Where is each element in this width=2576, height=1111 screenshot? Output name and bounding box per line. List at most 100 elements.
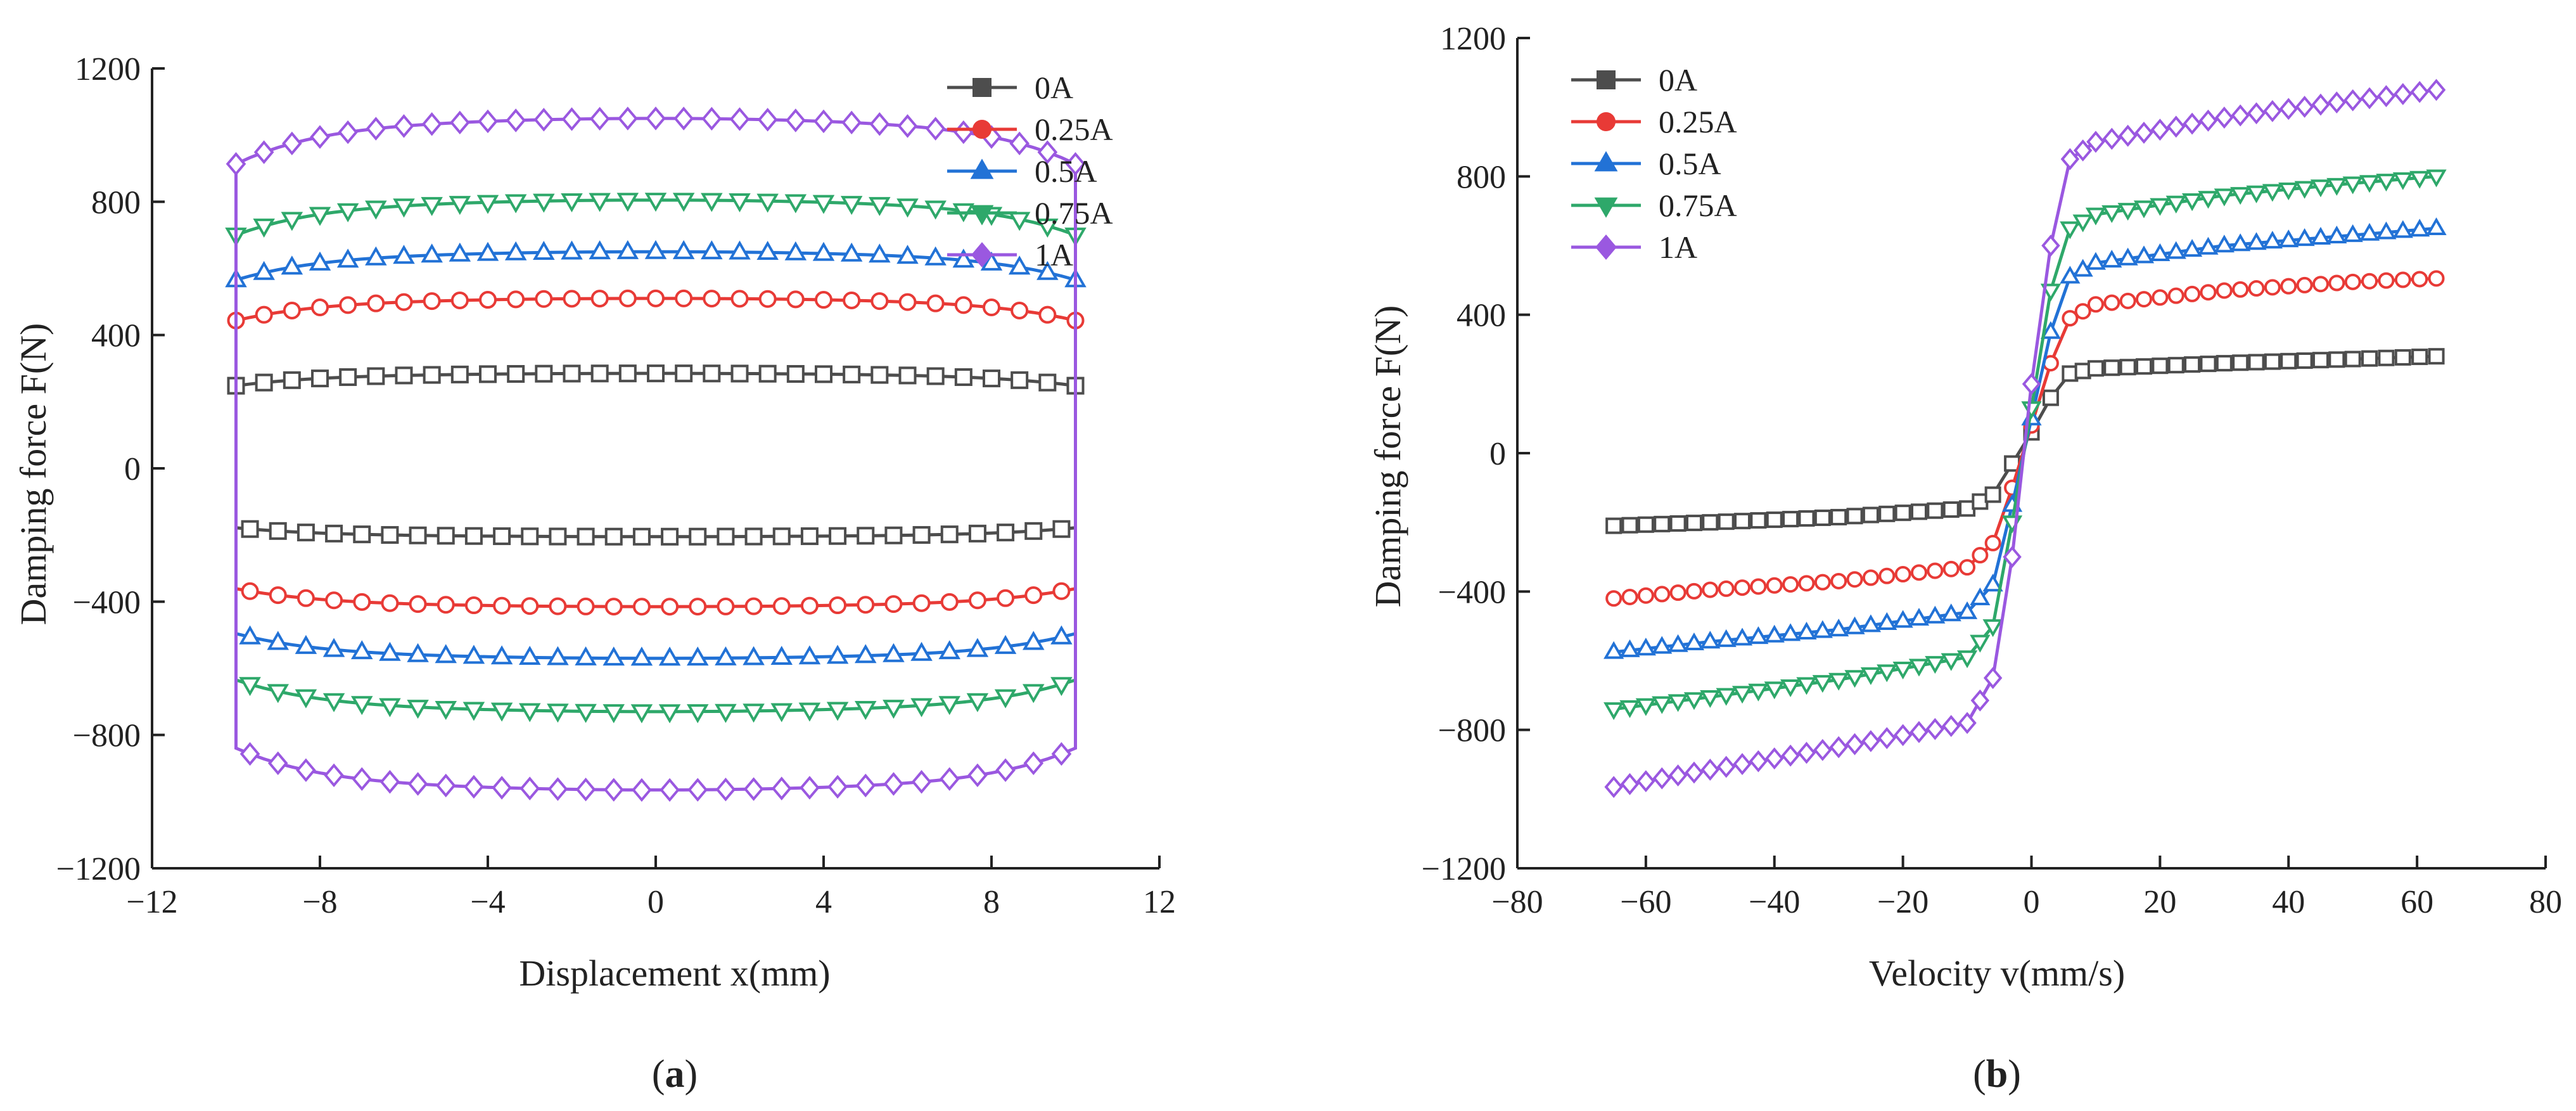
panel-a-data-point [843,291,861,309]
panel-a-data-point [1050,625,1073,645]
panel-a-label-letter: a [665,1053,685,1096]
panel-b-data-point [1798,575,1815,592]
panel-b-data-point [1748,683,1769,702]
panel-a-data-point [983,369,1000,388]
panel-b-data-point [1814,574,1831,591]
panel-a-y-axis-title: Damping force F(N) [13,323,54,626]
panel-b-data-point [1958,712,1977,735]
panel-a-data-point [563,290,581,308]
panel-b-legend-label: 0.25A [1659,104,1737,139]
panel-b-data-point [1862,506,1879,523]
panel-a-data-point [295,689,317,709]
panel-a-data-point [449,196,471,215]
panel-b-y-tick-label: −800 [1438,713,1506,749]
panel-b-data-point [1782,576,1799,593]
panel-b-data-point [2117,247,2138,266]
panel-a-data-point [630,704,653,724]
panel-a-data-point [966,638,989,657]
panel-a-data-point [730,364,749,383]
panel-b-data-point [1734,513,1751,530]
panel-a-data-point [857,596,875,614]
panel-a-data-point [352,767,373,791]
panel-a-data-point [938,640,961,660]
panel-a-data-point [395,366,413,385]
panel-a-data-point [672,193,695,212]
panel-b-data-point [1892,661,1913,679]
panel-b-data-point [2326,177,2347,196]
panel-a-data-point [968,591,986,610]
panel-b-data-point [1700,690,1721,709]
panel-b-legend-label: 1A [1659,229,1697,265]
panel-a-data-point [339,296,357,314]
panel-a-data-point [994,689,1017,709]
panel-b-data-point [1893,724,1913,747]
panel-b-data-point [2342,224,2363,242]
panel-a-data-point [504,194,527,214]
panel-b-data-point [1604,702,1624,721]
panel-b-data-point [1734,579,1751,596]
panel-b-data-point [1982,574,2003,592]
panel-b-data-point [1654,586,1671,603]
panel-a-data-point [590,364,609,383]
panel-a-legend-item: 0.75A [947,195,1113,231]
panel-a-data-point [367,367,385,385]
panel-a-x-axis-title: Displacement x(mm) [519,953,830,994]
panel-b-data-point [1844,670,1865,688]
panel-b-data-point [2183,112,2202,135]
panel-b-data-point [2410,80,2429,103]
panel-a-data-point [311,299,329,317]
panel-b-data-point [1861,730,1880,752]
panel-a-data-point [521,527,539,546]
panel-a-x-tick-label: 12 [1143,884,1176,920]
panel-a-data-point [322,693,345,712]
panel-b-data-point [1830,508,1847,525]
panel-a-legend-label: 0.75A [1035,195,1113,231]
panel-b-data-point [2411,271,2428,288]
panel-a-data-point [940,525,959,544]
panel-a-data-point [449,242,471,262]
panel-a-data-point [1008,255,1031,275]
panel-b-data-point [2181,239,2203,257]
panel-a-data-point [715,778,736,802]
panel-b-data-point [2103,359,2120,376]
panel-b-data-point [1636,770,1655,793]
panel-a-data-point [661,598,679,616]
panel-b-data-point [2360,87,2379,110]
panel-b-data-point [1731,686,1753,704]
panel-a-data-point [869,243,891,263]
panel-a-data-point [896,198,919,218]
panel-b-data-point [2359,222,2380,241]
panel-b-data-point [1829,736,1848,759]
panel-a-data-point [1022,684,1045,703]
panel-b-data-point [1796,677,1817,695]
panel-b-data-point [2200,284,2217,301]
panel-b-data-point [1983,667,2003,690]
panel-b-data-point [1718,580,1735,597]
panel-b-data-point [1637,587,1654,604]
panel-a-data-point [812,241,835,261]
panel-a-data-point [311,369,329,388]
panel-a-data-point [618,289,637,307]
panel-b-data-point [1750,512,1767,529]
panel-b-data-point [1652,767,1671,790]
panel-a-data-point [1023,751,1044,776]
panel-b-data-point [2248,280,2265,297]
panel-a-data-point [393,198,415,218]
panel-b-data-point [2428,270,2445,287]
panel-b-axes: −80 −60 −40 −20 0 20 40 60 80 −1200 −800 −400 0 400 80… [1422,21,2562,920]
panel-b-data-point [1669,515,1687,532]
panel-a-data-point [269,586,287,605]
panel-b-data-point [2392,172,2413,190]
panel-a-series-lines [225,106,1087,802]
panel-a-data-point [855,773,876,798]
panel-a-data-point [815,291,832,309]
panel-b-data-point [1862,569,1879,586]
panel-a-data-point [967,763,988,787]
panel-a-data-point [925,117,946,141]
panel-a-data-point [854,644,877,664]
panel-a-data-point [658,646,681,666]
panel-a-data-point [757,108,778,132]
panel-a-data-point [1050,677,1073,697]
panel-a-data-point [772,527,791,546]
panel-a-data-point [507,290,525,309]
